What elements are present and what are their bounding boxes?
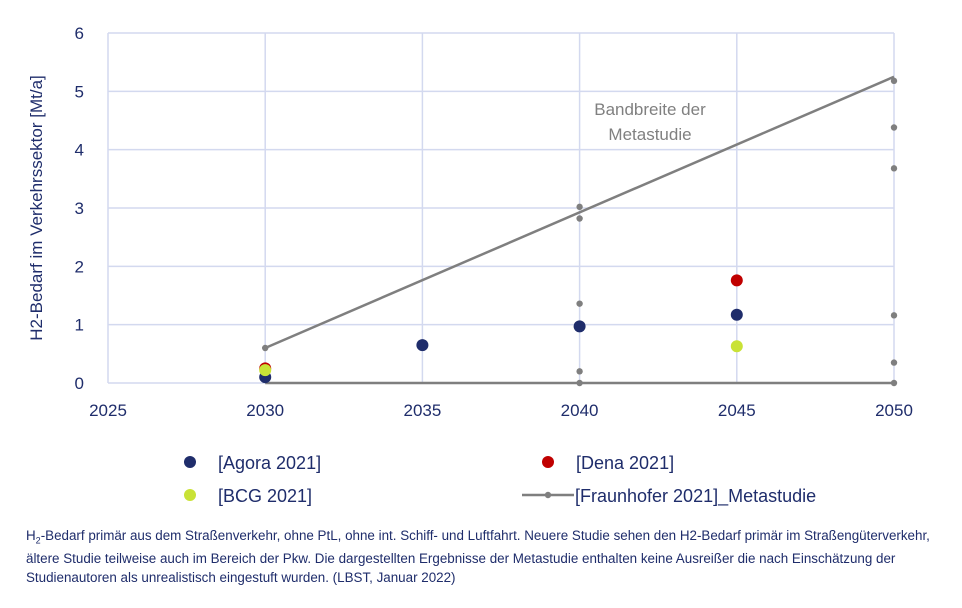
data-point <box>576 379 583 387</box>
footnote-h2-sub: 2 <box>35 535 41 546</box>
legend-label: [BCG 2021] <box>218 486 312 506</box>
data-point <box>576 300 583 307</box>
data-point <box>890 359 898 366</box>
data-point <box>890 77 898 85</box>
x-tick-label: 2050 <box>875 401 913 420</box>
data-point <box>576 368 583 375</box>
legend-swatch <box>184 489 196 501</box>
data-point <box>890 165 898 172</box>
data-point <box>730 308 743 321</box>
footnote-h2: H <box>26 528 36 543</box>
band-line <box>264 75 895 350</box>
legend-label: [Agora 2021] <box>218 453 321 473</box>
legend-swatch <box>544 491 552 499</box>
band-annotation-line1: Bandbreite der <box>594 100 706 119</box>
data-point <box>259 364 272 377</box>
y-axis-label: H2-Bedarf im Verkehrssektor [Mt/a] <box>27 75 46 340</box>
x-axis-ticks: 2025 2030 2035 2040 2045 2050 <box>89 401 913 420</box>
x-tick-label: 2045 <box>718 401 756 420</box>
x-tick-label: 2040 <box>561 401 599 420</box>
y-tick-label: 3 <box>75 199 84 218</box>
data-point <box>890 124 898 131</box>
x-tick-label: 2030 <box>246 401 284 420</box>
data-point <box>890 312 898 319</box>
y-tick-label: 2 <box>75 257 84 276</box>
data-point <box>416 339 429 352</box>
y-tick-label: 4 <box>75 141 84 160</box>
y-tick-label: 5 <box>75 82 84 101</box>
y-tick-label: 6 <box>75 24 84 43</box>
data-point <box>730 274 743 287</box>
legend-swatch <box>542 456 554 468</box>
footnote-text: -Bedarf primär aus dem Straßenverkehr, o… <box>26 528 930 585</box>
data-point <box>730 340 743 353</box>
y-tick-label: 0 <box>75 374 84 393</box>
chart: 2025 2030 2035 2040 2045 2050 0 1 2 3 4 5 6 H2-Beda… <box>27 24 913 507</box>
legend-label: [Fraunhofer 2021]_Metastudie <box>575 486 816 507</box>
legend-label: [Dena 2021] <box>576 453 674 473</box>
band-annotation-line2: Metastudie <box>608 125 691 144</box>
y-tick-label: 1 <box>75 316 84 335</box>
data-points <box>259 77 898 387</box>
footnote: H2-Bedarf primär aus dem Straßenverkehr,… <box>26 527 946 587</box>
data-point <box>576 203 583 211</box>
x-tick-label: 2035 <box>403 401 441 420</box>
data-point <box>573 320 586 333</box>
legend: [Agora 2021] [Dena 2021] [BCG 2021] [Fraunh… <box>184 453 816 507</box>
data-point <box>576 215 583 222</box>
y-axis-ticks: 0 1 2 3 4 5 6 <box>75 24 84 393</box>
data-point <box>262 344 269 352</box>
data-point <box>890 379 898 387</box>
grid <box>107 32 895 384</box>
legend-swatch <box>184 456 196 468</box>
x-tick-label: 2025 <box>89 401 127 420</box>
